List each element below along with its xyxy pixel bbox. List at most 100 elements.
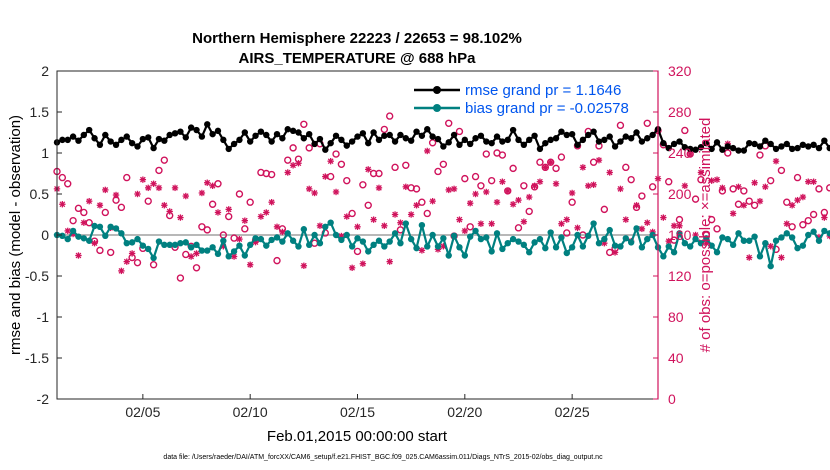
obs-assimilated-marker bbox=[746, 254, 753, 261]
rmse-point bbox=[692, 146, 699, 153]
rmse-point bbox=[59, 136, 66, 144]
obs-assimilated-stroke bbox=[258, 213, 264, 220]
obs-assimilated-marker bbox=[85, 197, 93, 205]
bias-point bbox=[574, 231, 581, 239]
obs-assimilated-stroke bbox=[268, 199, 275, 206]
bias-point bbox=[526, 249, 533, 256]
rmse-point bbox=[75, 137, 82, 144]
obs-assimilated-stroke bbox=[467, 200, 474, 207]
obs-assimilated-marker bbox=[756, 197, 764, 205]
obs-assimilated-stroke bbox=[247, 261, 254, 268]
obs-possible-marker bbox=[772, 245, 780, 254]
obs-assimilated-stroke bbox=[102, 187, 109, 193]
obs-assimilated-stroke bbox=[376, 184, 382, 191]
obs-assimilated-stroke bbox=[547, 159, 554, 166]
obs-assimilated-marker bbox=[424, 147, 431, 155]
obs-possible-marker bbox=[627, 175, 635, 184]
obs-possible-marker bbox=[101, 208, 109, 217]
obs-assimilated-marker bbox=[236, 235, 243, 243]
obs-assimilated-marker bbox=[638, 225, 646, 233]
rmse-point bbox=[574, 141, 581, 148]
obs-assimilated-marker bbox=[493, 199, 501, 206]
obs-assimilated-marker bbox=[531, 182, 538, 189]
bias-point bbox=[783, 230, 790, 237]
rmse-point bbox=[746, 139, 753, 147]
bias-point bbox=[595, 240, 603, 247]
obs-possible-marker bbox=[777, 166, 786, 175]
rmse-point bbox=[703, 139, 710, 147]
rmse-point bbox=[118, 136, 125, 144]
bias-point bbox=[145, 245, 152, 253]
obs-assimilated-stroke bbox=[805, 178, 812, 185]
obs-assimilated-marker bbox=[397, 219, 404, 226]
obs-assimilated-marker bbox=[713, 176, 721, 183]
y-right-tick-label: 40 bbox=[668, 350, 684, 366]
bias-point bbox=[214, 250, 222, 258]
obs-assimilated-stroke bbox=[118, 268, 125, 274]
obs-possible-marker bbox=[160, 156, 169, 164]
rmse-point bbox=[472, 135, 479, 142]
obs-assimilated-stroke bbox=[306, 186, 313, 192]
obs-assimilated-marker bbox=[295, 160, 302, 167]
rmse-point bbox=[767, 140, 774, 148]
rmse-point bbox=[289, 127, 297, 135]
bias-point bbox=[788, 234, 796, 241]
rmse-point bbox=[542, 139, 549, 147]
legend-rmse-marker bbox=[433, 86, 441, 94]
obs-possible-marker bbox=[804, 216, 812, 225]
y-left-tick-label: 1.5 bbox=[30, 104, 50, 120]
rmse-point bbox=[263, 131, 270, 139]
rmse-point bbox=[413, 128, 420, 135]
obs-assimilated-stroke bbox=[542, 164, 549, 171]
obs-assimilated-marker bbox=[182, 192, 189, 200]
obs-assimilated-stroke bbox=[290, 162, 296, 169]
obs-assimilated-marker bbox=[461, 227, 469, 235]
legend-rmse-label: rmse grand pr = 1.1646 bbox=[465, 82, 621, 99]
y-right-tick-label: 0 bbox=[668, 391, 676, 407]
bias-point bbox=[381, 243, 388, 250]
rmse-point bbox=[284, 126, 291, 133]
obs-assimilated-stroke bbox=[633, 202, 640, 209]
obs-assimilated-marker bbox=[445, 186, 452, 194]
obs-assimilated-stroke bbox=[472, 191, 479, 197]
bias-point bbox=[450, 232, 458, 240]
obs-assimilated-stroke bbox=[526, 194, 533, 200]
obs-assimilated-stroke bbox=[708, 177, 715, 184]
rmse-point bbox=[161, 137, 168, 144]
rmse-point bbox=[230, 140, 238, 148]
y-right-tick-label: 80 bbox=[668, 309, 684, 325]
bias-point bbox=[794, 244, 801, 252]
obs-assimilated-stroke bbox=[75, 252, 82, 259]
bias-point bbox=[429, 231, 436, 239]
obs-assimilated-marker bbox=[348, 264, 356, 271]
obs-assimilated-marker bbox=[118, 267, 125, 275]
obs-assimilated-marker bbox=[762, 183, 769, 191]
obs-assimilated-marker bbox=[644, 219, 651, 226]
bias-point bbox=[552, 244, 560, 251]
obs-possible-marker bbox=[144, 197, 152, 205]
bias-point bbox=[826, 230, 830, 237]
bias-point bbox=[69, 227, 77, 235]
bias-point bbox=[729, 241, 737, 249]
obs-possible-marker bbox=[80, 208, 88, 217]
obs-assimilated-marker bbox=[767, 243, 774, 250]
rmse-point bbox=[477, 132, 485, 139]
obs-assimilated-stroke bbox=[419, 247, 425, 254]
obs-assimilated-marker bbox=[204, 179, 211, 186]
obs-possible-marker bbox=[643, 119, 651, 127]
bias-point bbox=[402, 220, 409, 227]
rmse-point bbox=[568, 130, 576, 138]
rmse-point bbox=[209, 130, 216, 138]
bias-point bbox=[676, 230, 683, 237]
obs-assimilated-marker bbox=[193, 250, 200, 257]
bias-point bbox=[644, 235, 651, 243]
rmse-point bbox=[214, 127, 222, 135]
bias-point bbox=[225, 253, 232, 260]
obs-assimilated-marker bbox=[166, 208, 173, 215]
obs-assimilated-stroke bbox=[215, 209, 221, 216]
obs-assimilated-stroke bbox=[370, 216, 377, 223]
obs-assimilated-marker bbox=[622, 216, 630, 223]
obs-possible-marker bbox=[418, 198, 426, 206]
obs-assimilated-marker bbox=[391, 211, 399, 218]
obs-assimilated-stroke bbox=[730, 210, 736, 217]
